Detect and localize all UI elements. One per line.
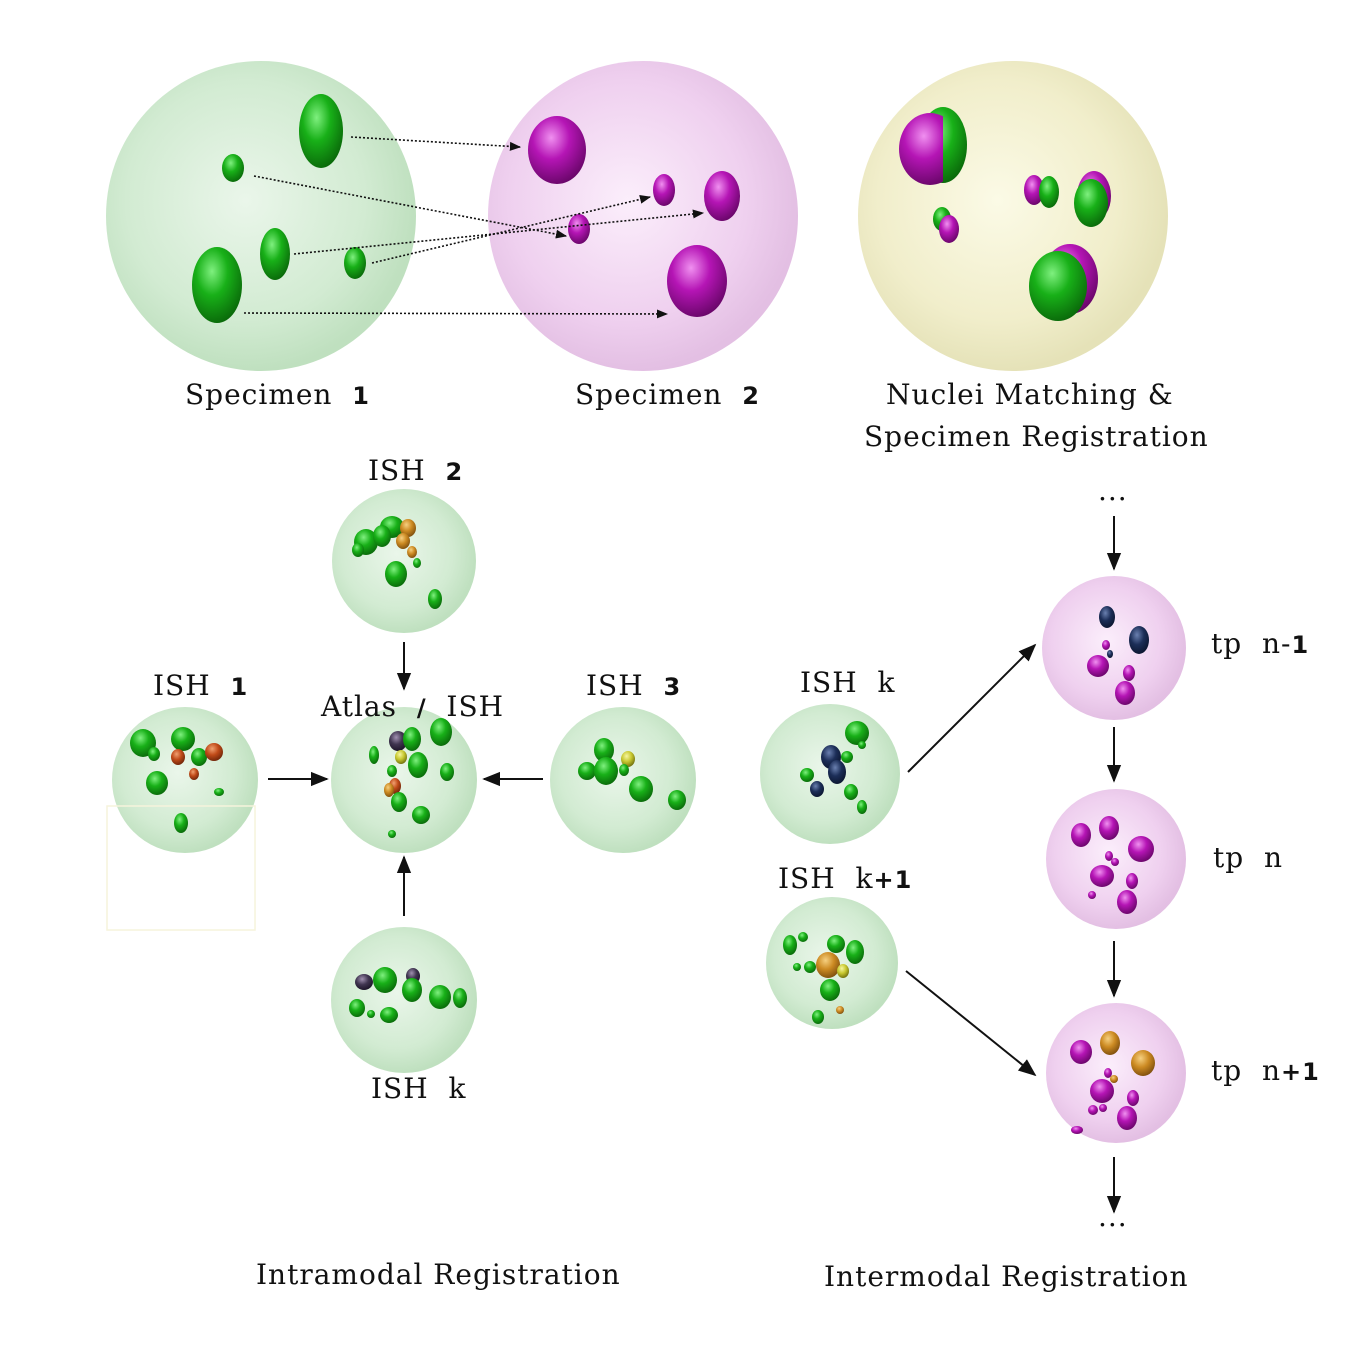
nucleus <box>667 245 727 317</box>
ish-k-label-intermodal: ISH k <box>800 666 896 699</box>
ish-k1-label: ISH k+1 <box>778 862 913 895</box>
ish-2-label: ISH 2 <box>368 454 464 487</box>
specimen-2-sphere <box>488 61 798 371</box>
nucleus <box>344 247 366 279</box>
specimen-1-sphere <box>106 61 416 371</box>
ish-k1-sphere <box>766 897 898 1029</box>
specimen-1-label: Specimen 1 <box>185 378 370 411</box>
nucleus <box>1074 179 1108 227</box>
dots-bottom: ... <box>1098 1200 1128 1233</box>
nucleus <box>899 113 943 185</box>
ish-k-sphere-intermodal <box>760 704 900 844</box>
ish-k-sphere-intramodal <box>331 927 477 1073</box>
matching-sphere <box>858 61 1168 371</box>
ish-k-label-intramodal: ISH k <box>371 1072 467 1105</box>
tp-n-sphere <box>1046 789 1186 929</box>
nucleus <box>1029 251 1087 321</box>
nucleus <box>568 214 590 244</box>
atlas-sphere <box>331 707 477 853</box>
nucleus <box>528 116 586 184</box>
nucleus <box>653 174 675 206</box>
tp-n-label: tp n <box>1213 841 1284 874</box>
nucleus <box>222 154 244 182</box>
correspondence-arrows <box>243 136 705 319</box>
nucleus <box>1024 175 1044 205</box>
intramodal-arrows <box>268 642 543 916</box>
tp-n-minus-1-label: tp n-1 <box>1211 627 1310 660</box>
ish-3-label: ISH 3 <box>586 669 682 702</box>
atlas-label: Atlas / ISH <box>321 690 505 723</box>
matching-label-line2: Specimen Registration <box>864 420 1209 453</box>
nucleus <box>192 247 242 323</box>
intramodal-title: Intramodal Registration <box>256 1258 621 1291</box>
nucleus <box>299 94 343 168</box>
nucleus <box>1039 176 1059 208</box>
tp-n-minus-1-sphere <box>1042 576 1186 720</box>
nucleus <box>939 215 959 243</box>
intermodal-title: Intermodal Registration <box>824 1260 1189 1293</box>
dots-top: ... <box>1098 474 1128 507</box>
tp-n-plus-1-label: tp n+1 <box>1211 1054 1320 1087</box>
tp-n-plus-1-sphere <box>1046 1003 1186 1143</box>
ish-1-label: ISH 1 <box>153 669 249 702</box>
matching-label-line1: Nuclei Matching & <box>886 378 1174 411</box>
ish-3-sphere <box>550 707 696 853</box>
intermodal-arrows <box>905 516 1122 1214</box>
nucleus <box>704 171 740 221</box>
ish-2-sphere <box>332 489 476 633</box>
faint-frame <box>106 805 256 931</box>
ish-1-sphere <box>112 707 258 853</box>
nucleus <box>260 228 290 280</box>
specimen-2-label: Specimen 2 <box>575 378 760 411</box>
